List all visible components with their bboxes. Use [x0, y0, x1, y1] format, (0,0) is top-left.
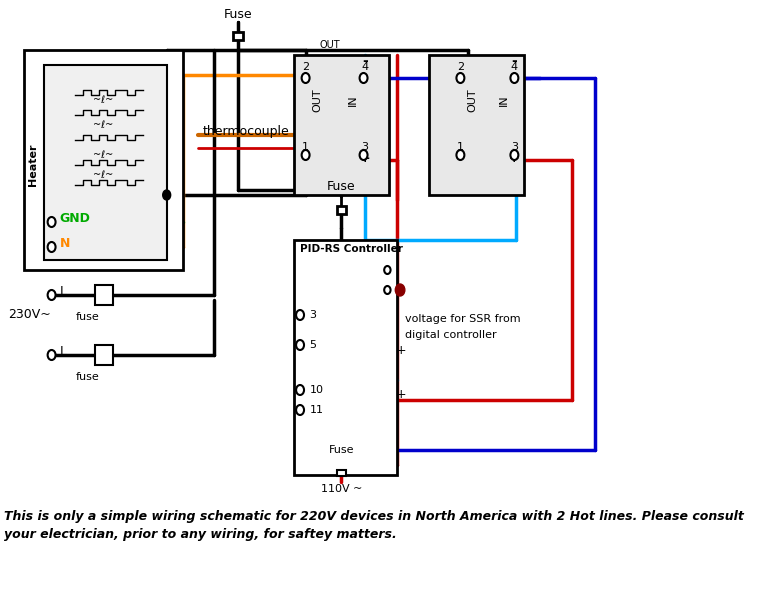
Text: -: -	[362, 54, 368, 68]
Text: 4: 4	[362, 62, 368, 72]
Text: L: L	[60, 285, 67, 298]
Text: +: +	[396, 389, 406, 401]
Text: thermocouple: thermocouple	[202, 125, 289, 138]
Circle shape	[296, 385, 304, 395]
Text: Fuse: Fuse	[327, 180, 356, 193]
Text: 1: 1	[302, 142, 309, 152]
Bar	[337, 206, 346, 214]
Text: ~ℓ~: ~ℓ~	[93, 95, 113, 105]
Text: your electrician, prior to any wiring, for saftey matters.: your electrician, prior to any wiring, f…	[4, 528, 396, 541]
Text: This is only a simple wiring schematic for 220V devices in North America with 2 : This is only a simple wiring schematic f…	[4, 510, 744, 523]
Text: fuse: fuse	[75, 372, 99, 382]
Circle shape	[302, 73, 309, 83]
Text: 110V ~: 110V ~	[321, 484, 362, 494]
Circle shape	[510, 150, 518, 160]
Text: ~ℓ~: ~ℓ~	[93, 170, 113, 180]
Circle shape	[48, 290, 55, 300]
Circle shape	[163, 190, 171, 200]
Text: 1: 1	[457, 142, 464, 152]
Circle shape	[510, 73, 518, 83]
Text: OUT: OUT	[312, 88, 322, 112]
Circle shape	[48, 242, 55, 252]
Text: 230V~: 230V~	[8, 308, 51, 321]
Text: N: N	[60, 237, 70, 250]
Bar	[293, 55, 389, 195]
Text: OUT: OUT	[468, 88, 478, 112]
Text: 11: 11	[309, 405, 324, 415]
Text: 2: 2	[302, 62, 309, 72]
Bar	[233, 32, 243, 40]
Circle shape	[48, 217, 55, 227]
Bar	[293, 240, 397, 475]
Circle shape	[359, 150, 368, 160]
Text: Heater: Heater	[28, 144, 39, 186]
Circle shape	[48, 350, 55, 360]
Bar	[96, 285, 113, 305]
Circle shape	[384, 286, 390, 294]
Circle shape	[456, 73, 465, 83]
Text: +: +	[509, 152, 520, 165]
Text: voltage for SSR from: voltage for SSR from	[405, 314, 521, 324]
Text: GND: GND	[60, 212, 90, 225]
Circle shape	[359, 73, 368, 83]
Bar	[337, 470, 346, 476]
Text: IN: IN	[348, 94, 359, 106]
Text: digital controller: digital controller	[405, 330, 496, 340]
Text: Fuse: Fuse	[224, 8, 252, 21]
Text: fuse: fuse	[75, 312, 99, 322]
Bar	[96, 345, 113, 365]
Bar	[44, 65, 167, 260]
Text: ~ℓ~: ~ℓ~	[93, 150, 113, 160]
Text: 5: 5	[309, 340, 317, 350]
Text: -: -	[512, 54, 517, 68]
Text: 4: 4	[511, 62, 518, 72]
Circle shape	[296, 340, 304, 350]
Text: OUT: OUT	[319, 40, 340, 50]
Text: +: +	[396, 343, 406, 356]
Circle shape	[456, 150, 465, 160]
Text: 3: 3	[362, 142, 368, 152]
Circle shape	[396, 284, 405, 296]
Circle shape	[302, 150, 309, 160]
Text: 2: 2	[457, 62, 464, 72]
Text: 10: 10	[309, 385, 324, 395]
Text: L: L	[60, 345, 67, 358]
Text: ~ℓ~: ~ℓ~	[93, 120, 113, 130]
Text: 3: 3	[511, 142, 518, 152]
Circle shape	[296, 310, 304, 320]
Circle shape	[296, 405, 304, 415]
Text: Fuse: Fuse	[328, 445, 354, 455]
Text: 3: 3	[309, 310, 317, 320]
Text: IN: IN	[499, 94, 509, 106]
Text: PID-RS Controller: PID-RS Controller	[300, 244, 403, 254]
Bar	[429, 55, 524, 195]
Text: +: +	[360, 152, 371, 165]
Circle shape	[384, 266, 390, 274]
Bar	[23, 50, 183, 270]
